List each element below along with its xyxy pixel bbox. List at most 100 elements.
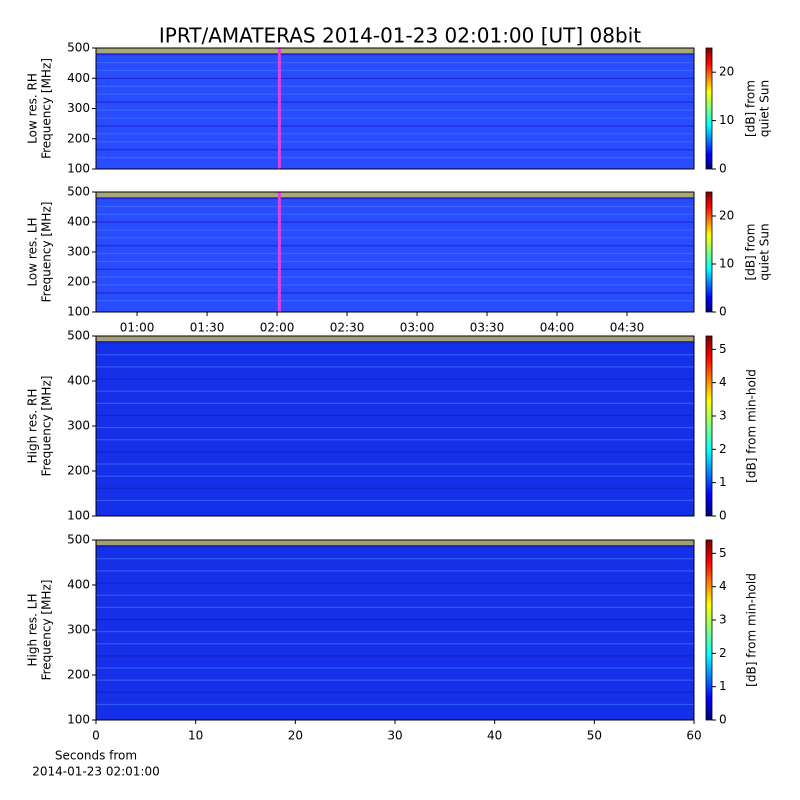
colorbar-tick-label: 3: [719, 613, 727, 627]
texture-band: [96, 618, 694, 621]
texture-band: [96, 703, 694, 706]
x-tick-label: 10: [188, 729, 203, 743]
y-tick-label: 300: [67, 101, 90, 115]
colorbar-label: quiet Sun: [758, 223, 772, 280]
x-tick-label: 30: [387, 729, 402, 743]
y-tick-label: 200: [67, 464, 90, 478]
texture-edge: [96, 540, 694, 545]
texture-edge: [96, 48, 694, 53]
texture-band: [96, 679, 694, 681]
colorbar-tick-label: 2: [719, 646, 727, 660]
texture-band: [96, 109, 694, 111]
y-tick-label: 200: [67, 668, 90, 682]
y-tick-label: 400: [67, 71, 90, 85]
colorbar-tick-label: 3: [719, 409, 727, 423]
colorbar-tick-label: 4: [719, 579, 727, 593]
texture-band: [96, 141, 694, 143]
texture-band: [96, 427, 694, 429]
y-tick-label: 300: [67, 623, 90, 637]
texture-band: [96, 643, 694, 645]
texture-edge: [96, 192, 694, 197]
colorbar-label: [dB] from: [744, 80, 758, 137]
texture-band: [96, 582, 694, 584]
colorbar-label: [dB] from min-hold: [745, 369, 759, 483]
colorbar-tick-label: 0: [719, 713, 727, 727]
x-tick-label: 01:30: [190, 321, 225, 335]
y-tick-label: 400: [67, 578, 90, 592]
texture-band: [96, 475, 694, 477]
x-tick-label: 01:00: [120, 321, 155, 335]
texture-band: [96, 390, 694, 392]
texture-band: [96, 77, 694, 79]
x-axis-label: 2014-01-23 02:01:00: [32, 765, 159, 779]
x-tick-label: 20: [288, 729, 303, 743]
texture-band: [96, 499, 694, 502]
y-tick-label: 100: [67, 162, 90, 176]
x-tick-label: 40: [487, 729, 502, 743]
x-tick-label: 02:30: [330, 321, 365, 335]
texture-band: [96, 558, 694, 560]
figure-title: IPRT/AMATERAS 2014-01-23 02:01:00 [UT] 0…: [159, 24, 641, 48]
texture-band: [96, 451, 694, 453]
spectrogram-image: [96, 540, 694, 720]
colorbar-tick-label: 5: [719, 546, 727, 560]
y-tick-label: 200: [67, 275, 90, 289]
texture-band: [96, 85, 694, 87]
y-axis-label: High res. RH: [26, 389, 40, 464]
y-tick-label: 300: [67, 419, 90, 433]
y-tick-label: 500: [67, 329, 90, 343]
y-tick-label: 400: [67, 215, 90, 229]
texture-band: [96, 61, 694, 64]
colorbar-tick-label: 0: [719, 305, 727, 319]
texture-band: [96, 69, 694, 72]
texture-edge: [96, 336, 694, 341]
texture-band: [96, 221, 694, 223]
y-axis-label: Frequency [MHz]: [40, 376, 54, 477]
colorbar-tick-label: 20: [719, 209, 734, 223]
texture-band: [96, 149, 694, 151]
spectrogram-image: [96, 336, 694, 516]
texture-band: [96, 487, 694, 489]
x-tick-label: 03:00: [400, 321, 435, 335]
texture-band: [96, 402, 694, 404]
x-tick-label: 50: [587, 729, 602, 743]
colorbar: [705, 539, 713, 721]
texture-band: [96, 655, 694, 657]
texture-band: [96, 284, 694, 286]
colorbar-label: [dB] from min-hold: [745, 573, 759, 687]
texture-band: [96, 268, 694, 270]
y-axis-label: Frequency [MHz]: [40, 58, 54, 159]
texture-band: [96, 414, 694, 417]
texture-band: [96, 117, 694, 119]
y-tick-label: 100: [67, 713, 90, 727]
texture-band: [96, 366, 694, 368]
y-axis-label: Low res. LH: [26, 217, 40, 286]
texture-band: [96, 93, 694, 95]
texture-band: [96, 245, 694, 247]
y-axis-label: Low res. RH: [26, 73, 40, 144]
y-tick-label: 300: [67, 245, 90, 259]
texture-band: [96, 229, 694, 231]
texture-band: [96, 125, 694, 127]
y-tick-label: 100: [67, 305, 90, 319]
x-axis-label: Seconds from: [55, 749, 137, 763]
texture-band: [96, 198, 694, 200]
texture-band: [96, 570, 694, 572]
colorbar-tick-label: 1: [719, 475, 727, 489]
texture-band: [96, 237, 694, 239]
y-axis-label: Frequency [MHz]: [40, 202, 54, 303]
y-axis-label: Frequency [MHz]: [40, 580, 54, 681]
texture-band: [96, 463, 694, 465]
colorbar-tick-label: 10: [719, 113, 734, 127]
y-tick-label: 100: [67, 509, 90, 523]
x-tick-label: 03:30: [470, 321, 505, 335]
texture-band: [96, 546, 694, 548]
spectrogram-image: [96, 48, 694, 169]
y-tick-label: 500: [67, 185, 90, 199]
texture-band: [96, 133, 694, 135]
x-tick-label: 04:30: [610, 321, 645, 335]
colorbar: [705, 191, 713, 313]
y-axis-label: High res. LH: [26, 593, 40, 666]
y-tick-label: 500: [67, 533, 90, 547]
